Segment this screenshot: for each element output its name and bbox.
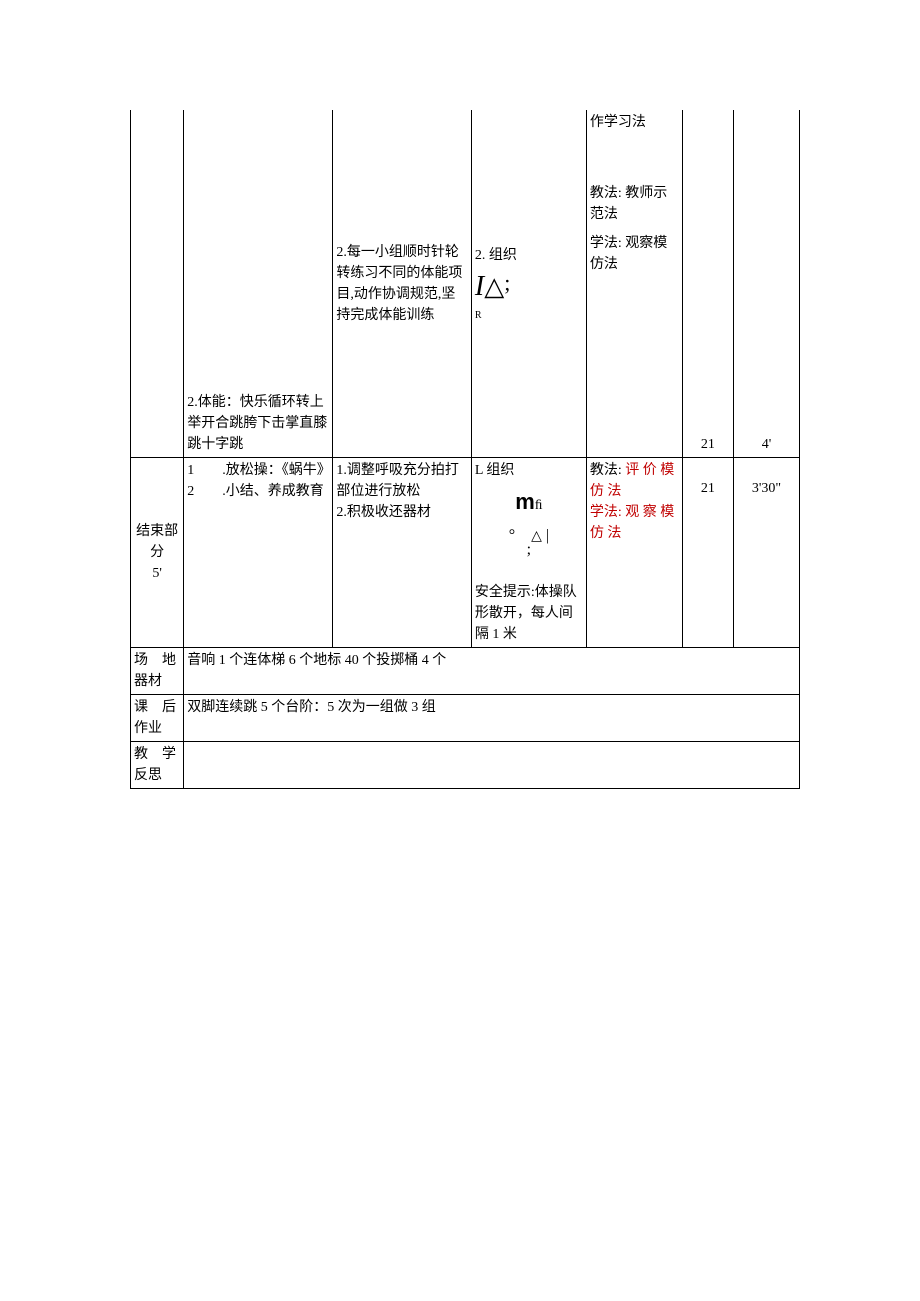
section-time: 5' (134, 563, 180, 584)
org-label: L 组织 (475, 460, 583, 481)
method-text: 作学习法 (590, 112, 679, 133)
requirement-text: 1.调整呼吸充分拍打部位进行放松 (336, 460, 467, 502)
table-row: 场 地器材 音响 1 个连体梯 6 个地标 40 个投掷桶 4 个 (131, 648, 800, 695)
method-label: 学法: (590, 505, 622, 520)
row-value (184, 742, 800, 789)
diagram-fi: ﬁ (535, 498, 543, 513)
table-row: 教 学反思 (131, 742, 800, 789)
row-value: 双脚连续跳 5 个台阶：5 次为一组做 3 组 (184, 695, 800, 742)
diagram-i: I (475, 271, 484, 302)
table-row: 2.体能：快乐循环转上举开合跳胯下击掌直膝跳十字跳 2.每一小组顺时针轮转练习不… (131, 110, 800, 458)
requirement-cell: 2.每一小组顺时针轮转练习不同的体能项目,动作协调规范,坚持完成体能训练 (333, 110, 471, 458)
row-label: 教 学反思 (131, 742, 184, 789)
lesson-table: 2.体能：快乐循环转上举开合跳胯下击掌直膝跳十字跳 2.每一小组顺时针轮转练习不… (130, 110, 800, 789)
org-cell: L 组织 mﬁ ° △ | ; 安全提示:体操队形散开，每人间隔 1 米 (471, 458, 586, 648)
time-cell: 4' (733, 110, 799, 458)
method-cell: 教法: 评 价 模 仿 法 学法: 观 察 模 仿 法 (586, 458, 682, 648)
content-text: 2 .小结、养成教育 (187, 481, 329, 502)
diagram-block: mﬁ ° △ | ; (475, 485, 583, 562)
content-cell: 2.体能：快乐循环转上举开合跳胯下击掌直膝跳十字跳 (184, 110, 333, 458)
row-label: 课 后作业 (131, 695, 184, 742)
content-cell: 1 .放松操：《蜗牛》 2 .小结、养成教育 (184, 458, 333, 648)
section-label: 结束部分 (134, 521, 180, 563)
method-cell: 作学习法 教法: 教师示范法 学法: 观察模仿法 (586, 110, 682, 458)
count-value: 21 (701, 481, 715, 496)
diagram-r: R (475, 308, 583, 323)
count-cell: 21 (682, 110, 733, 458)
page: 2.体能：快乐循环转上举开合跳胯下击掌直膝跳十字跳 2.每一小组顺时针轮转练习不… (0, 0, 920, 1301)
section-cell: 结束部分 5' (131, 458, 184, 648)
diagram-comma: ; (504, 270, 510, 295)
row-value: 音响 1 个连体梯 6 个地标 40 个投掷桶 4 个 (184, 648, 800, 695)
time-value: 3'30" (752, 481, 781, 496)
requirement-cell: 1.调整呼吸充分拍打部位进行放松 2.积极收还器材 (333, 458, 471, 648)
table-row: 结束部分 5' 1 .放松操：《蜗牛》 2 .小结、养成教育 1.调整呼吸充分拍… (131, 458, 800, 648)
method-text: 学法: 观察模仿法 (590, 233, 679, 275)
method-text: 教法: 教师示范法 (590, 183, 679, 225)
requirement-text: 2.每一小组顺时针轮转练习不同的体能项目,动作协调规范,坚持完成体能训练 (336, 245, 462, 323)
time-value: 4' (762, 437, 772, 452)
diagram-symbols: ; (475, 538, 583, 562)
section-cell (131, 110, 184, 458)
triangle-icon: △ (531, 529, 542, 544)
count-value: 21 (701, 437, 715, 452)
time-cell: 3'30" (733, 458, 799, 648)
method-label: 教法: (590, 463, 622, 478)
requirement-text: 2.积极收还器材 (336, 502, 467, 523)
diagram-m: m (515, 489, 535, 514)
content-text: 2.体能：快乐循环转上举开合跳胯下击掌直膝跳十字跳 (187, 395, 327, 452)
org-cell: 2. 组织 I△; R (471, 110, 586, 458)
row-label: 场 地器材 (131, 648, 184, 695)
org-label: 2. 组织 (475, 248, 517, 263)
triangle-icon: △ (484, 274, 504, 300)
content-text: 1 .放松操：《蜗牛》 (187, 460, 329, 481)
table-row: 课 后作业 双脚连续跳 5 个台阶：5 次为一组做 3 组 (131, 695, 800, 742)
safety-text: 安全提示:体操队形散开，每人间隔 1 米 (475, 582, 583, 645)
count-cell: 21 (682, 458, 733, 648)
